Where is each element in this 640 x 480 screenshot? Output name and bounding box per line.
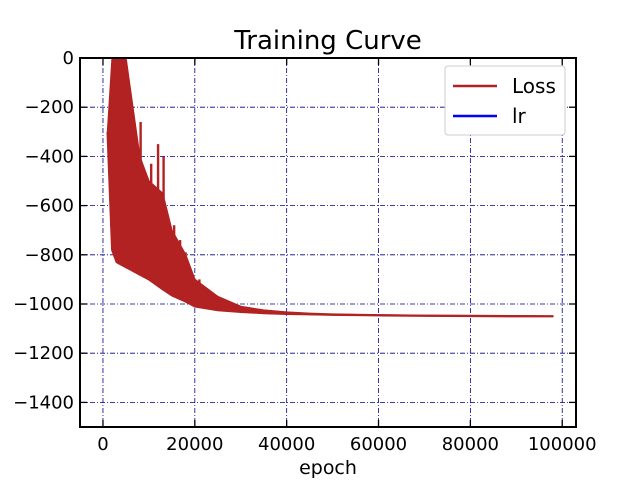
- legend-box: [444, 65, 566, 136]
- x-tick-label-4: 80000: [442, 434, 499, 455]
- x-tick-label-3: 60000: [350, 434, 407, 455]
- y-tick-label-6: −1200: [13, 343, 74, 364]
- plot-area: [106, 57, 554, 318]
- y-tick-label-7: −1400: [13, 392, 74, 413]
- y-tick-label-4: −800: [25, 245, 74, 266]
- x-tick-label-2: 40000: [258, 434, 315, 455]
- y-tick-label-3: −600: [25, 196, 74, 217]
- y-tick-label-5: −1000: [13, 294, 74, 315]
- legend: Loss lr: [444, 65, 566, 136]
- legend-label-lr: lr: [512, 104, 527, 128]
- y-tick-label-0: 0: [63, 48, 74, 69]
- x-tick-label-5: 100000: [528, 434, 597, 455]
- x-axis: 0 20000 40000 60000 80000 100000: [97, 58, 597, 455]
- y-axis: 0 −200 −400 −600 −800 −1000 −1200 −1400: [13, 48, 576, 413]
- y-tick-label-1: −200: [25, 97, 74, 118]
- legend-label-loss: Loss: [512, 74, 556, 98]
- x-axis-label: epoch: [299, 457, 357, 479]
- x-tick-label-0: 0: [97, 434, 108, 455]
- x-tick-label-1: 20000: [166, 434, 223, 455]
- y-tick-label-2: −400: [25, 146, 74, 167]
- chart-title: Training Curve: [233, 26, 422, 56]
- axes-frame: [79, 57, 577, 428]
